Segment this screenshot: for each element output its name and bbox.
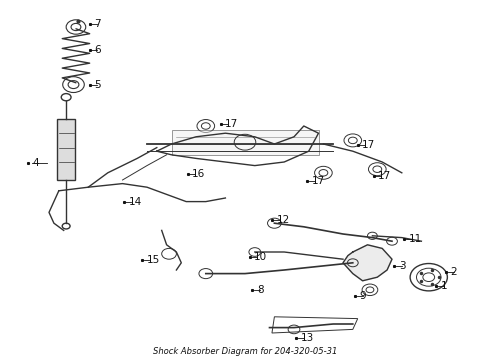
Text: 17: 17 <box>378 171 392 181</box>
Text: 10: 10 <box>254 252 268 262</box>
Text: 12: 12 <box>276 215 290 225</box>
Text: 14: 14 <box>128 197 142 207</box>
Text: 16: 16 <box>192 168 205 179</box>
Text: 17: 17 <box>225 119 238 129</box>
Text: 9: 9 <box>360 291 367 301</box>
Text: 13: 13 <box>301 333 314 343</box>
Text: 6: 6 <box>94 45 101 55</box>
Polygon shape <box>57 119 75 180</box>
Text: Shock Absorber Diagram for 204-320-05-31: Shock Absorber Diagram for 204-320-05-31 <box>153 347 337 356</box>
Text: 3: 3 <box>399 261 406 271</box>
Polygon shape <box>343 245 392 281</box>
Text: 5: 5 <box>94 80 101 90</box>
Text: 7: 7 <box>94 19 101 30</box>
Text: 4: 4 <box>32 158 39 168</box>
Text: 17: 17 <box>362 140 375 150</box>
Text: 8: 8 <box>257 285 264 295</box>
Text: 2: 2 <box>450 267 457 277</box>
Text: 1: 1 <box>441 281 447 291</box>
Polygon shape <box>172 130 318 155</box>
Text: 17: 17 <box>312 176 325 186</box>
Text: 11: 11 <box>409 234 422 244</box>
Text: 15: 15 <box>147 255 160 265</box>
